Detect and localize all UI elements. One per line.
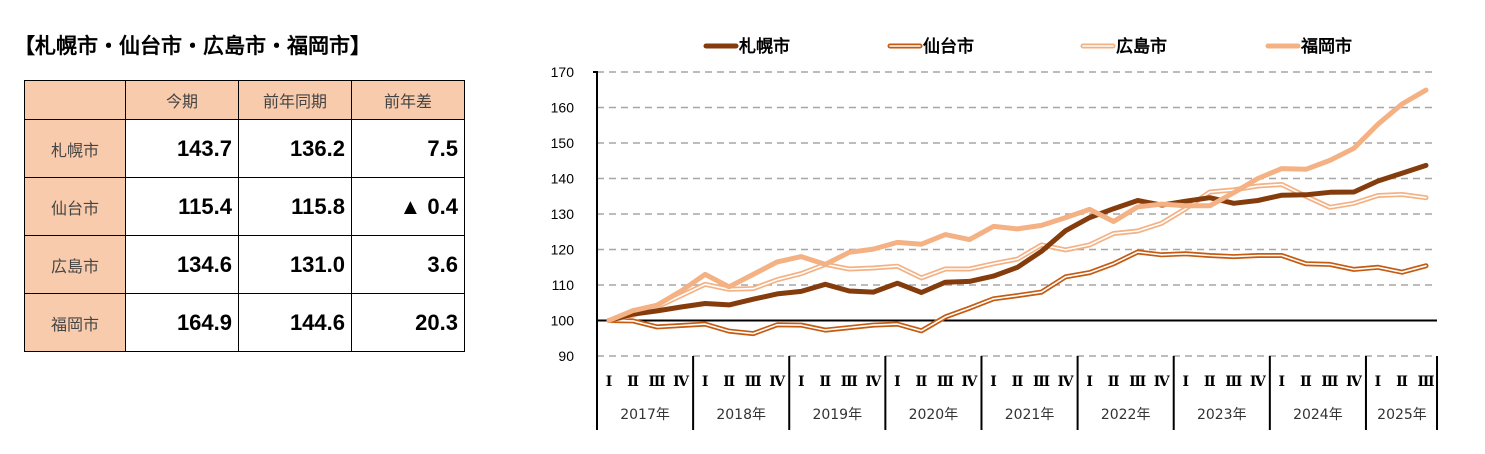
series-line-2 [606, 182, 1429, 323]
table-row: 札幌市 143.7 136.2 7.5 [24, 119, 465, 178]
x-quarter-label: Ⅲ [1129, 374, 1146, 390]
x-quarter-label: Ⅳ [1250, 374, 1267, 390]
y-tick-label: 150 [551, 135, 575, 151]
stats-table: 今期 前年同期 前年差 札幌市 143.7 136.2 7.5 仙台市 115.… [24, 80, 465, 352]
x-quarter-label: Ⅳ [962, 374, 979, 390]
cell-current: 134.6 [125, 235, 239, 294]
cell-current: 164.9 [125, 293, 239, 352]
x-quarter-label: Ⅲ [1417, 374, 1434, 390]
legend-label: 札幌市 [738, 36, 790, 57]
cell-current: 115.4 [125, 177, 239, 236]
x-quarter-label: Ⅰ [1086, 374, 1093, 390]
x-quarter-label: Ⅰ [798, 374, 805, 390]
x-year-label: 2018年 [716, 407, 766, 423]
x-quarter-label: Ⅳ [673, 374, 690, 390]
series-lines [606, 87, 1429, 337]
legend-item: 仙台市 [887, 36, 974, 57]
x-quarter-label: Ⅱ [1108, 374, 1120, 390]
y-tick-label: 90 [558, 348, 574, 364]
x-quarter-label: Ⅰ [1279, 374, 1286, 390]
series-line-3 [606, 87, 1429, 323]
x-year-label: 2019年 [812, 407, 862, 423]
x-quarter-label: Ⅲ [1225, 374, 1242, 390]
x-quarter-label: Ⅱ [1012, 374, 1024, 390]
legend-item: 札幌市 [703, 36, 790, 57]
x-year-label: 2024年 [1293, 407, 1343, 423]
x-quarter-label: Ⅳ [1346, 374, 1363, 390]
x-quarter-label: Ⅱ [627, 374, 639, 390]
x-quarter-label: Ⅱ [915, 374, 927, 390]
y-tick-label: 100 [551, 313, 575, 329]
table-header-corner [24, 80, 126, 120]
table-row: 福岡市 164.9 144.6 20.3 [24, 293, 465, 352]
x-year-label: 2017年 [620, 407, 670, 423]
x-quarter-label: Ⅲ [1033, 374, 1050, 390]
x-quarter-label: Ⅳ [769, 374, 786, 390]
x-quarter-label: Ⅲ [1321, 374, 1338, 390]
x-quarter-label: Ⅲ [745, 374, 762, 390]
cell-diff: ▲ 0.4 [351, 177, 465, 236]
series-line-0 [606, 162, 1429, 323]
x-quarter-label: Ⅱ [723, 374, 735, 390]
cell-prev-year: 115.8 [238, 177, 352, 236]
cell-prev-year: 136.2 [238, 119, 352, 178]
grid-lines [597, 71, 1437, 357]
table-header-row: 今期 前年同期 前年差 [24, 80, 465, 120]
legend-item: 福岡市 [1265, 36, 1352, 57]
row-city-label: 仙台市 [24, 177, 126, 236]
x-quarter-label: Ⅱ [1396, 374, 1408, 390]
y-tick-label: 110 [552, 277, 575, 293]
y-tick-label: 120 [551, 242, 575, 258]
x-quarter-label: Ⅰ [606, 374, 613, 390]
legend: 札幌市 仙台市 広島市 福岡市 [703, 36, 1352, 57]
x-quarter-label: Ⅱ [1300, 374, 1312, 390]
legend-label: 広島市 [1116, 36, 1167, 57]
x-quarter-label: Ⅱ [819, 374, 831, 390]
x-quarter-label: Ⅳ [1154, 374, 1171, 390]
legend-label: 仙台市 [923, 36, 974, 57]
x-quarter-label: Ⅳ [1058, 374, 1075, 390]
legend-item: 広島市 [1080, 36, 1167, 57]
cell-diff: 20.3 [351, 293, 465, 352]
table-header-diff: 前年差 [351, 80, 465, 120]
x-quarter-label: Ⅰ [1182, 374, 1189, 390]
x-year-label: 2020年 [909, 407, 959, 423]
x-year-label: 2021年 [1005, 407, 1055, 423]
x-quarter-label: Ⅰ [702, 374, 709, 390]
series-line-1 [606, 249, 1429, 337]
x-quarter-label: Ⅱ [1204, 374, 1216, 390]
x-year-label: 2022年 [1101, 407, 1151, 423]
y-tick-label: 170 [551, 64, 575, 80]
x-quarter-label: Ⅰ [1375, 374, 1382, 390]
y-tick-label: 160 [551, 100, 575, 116]
series-line-inner [608, 183, 1427, 322]
y-tick-label: 130 [551, 206, 575, 222]
x-quarter-label: Ⅲ [937, 374, 954, 390]
x-quarter-label: Ⅰ [894, 374, 901, 390]
x-quarter-label: Ⅳ [865, 374, 882, 390]
cell-diff: 3.6 [351, 235, 465, 294]
table-row: 仙台市 115.4 115.8 ▲ 0.4 [24, 177, 465, 236]
cell-diff: 7.5 [351, 119, 465, 178]
x-quarter-label: Ⅲ [649, 374, 666, 390]
row-city-label: 札幌市 [24, 119, 126, 178]
series-line-inner [608, 251, 1427, 335]
series-line-outer [606, 182, 1429, 323]
x-year-label: 2025年 [1377, 407, 1427, 423]
legend-label: 福岡市 [1300, 36, 1352, 57]
y-tick-label: 140 [551, 171, 575, 187]
cell-prev-year: 131.0 [238, 235, 352, 294]
x-quarter-label: Ⅲ [841, 374, 858, 390]
page-title: 【札幌市・仙台市・広島市・福岡市】 [14, 34, 371, 58]
row-city-label: 福岡市 [24, 293, 126, 352]
x-quarter-label: Ⅰ [990, 374, 997, 390]
x-year-label: 2023年 [1197, 407, 1247, 423]
